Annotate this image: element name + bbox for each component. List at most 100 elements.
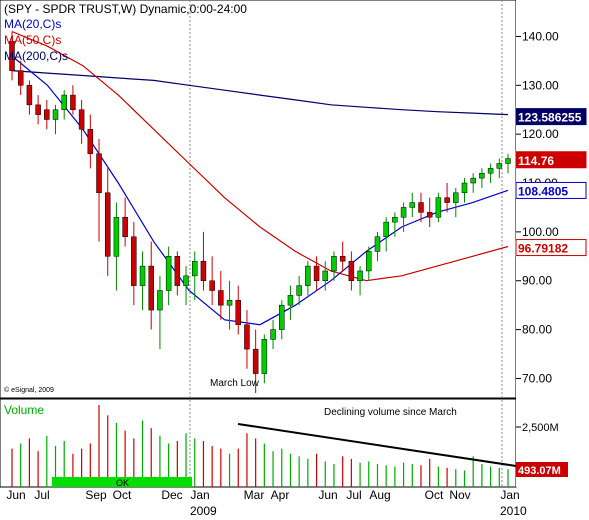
candle-body xyxy=(122,216,128,238)
candle-body xyxy=(348,260,355,281)
price-tick-label: 80.00 xyxy=(522,323,552,337)
candle-body xyxy=(70,94,76,110)
candle-body xyxy=(183,275,189,286)
candle-body xyxy=(374,236,381,252)
candle-body xyxy=(35,104,41,115)
price-value-tag-label: 114.76 xyxy=(518,154,554,168)
candle-body xyxy=(165,256,172,291)
candle-body xyxy=(279,304,285,330)
legend-ma50: MA(50,C)s xyxy=(4,33,61,47)
price-tick-label: 100.00 xyxy=(522,225,559,239)
volume-value-tag xyxy=(516,462,568,477)
copyright-text: © eSignal, 2009 xyxy=(4,386,54,394)
candle-body xyxy=(26,85,33,106)
price-value-tag xyxy=(515,239,587,257)
ma200-path xyxy=(11,70,509,116)
candle-body xyxy=(366,251,372,272)
x-axis-month-label: Sep xyxy=(85,488,107,502)
ok-bar xyxy=(52,477,192,487)
price-tick-label: 130.00 xyxy=(522,78,559,92)
volume-label: Volume xyxy=(4,403,44,417)
declining-volume-annotation: Declining volume since March xyxy=(324,407,457,418)
price-value-tag xyxy=(515,181,587,199)
candle-body xyxy=(218,290,224,306)
ma20-line xyxy=(11,55,509,326)
candle-body xyxy=(244,324,250,350)
ma50-line xyxy=(11,30,509,282)
candle-body xyxy=(322,270,329,281)
candle-body xyxy=(296,285,302,296)
price-value-tag-label: 108.4805 xyxy=(518,184,568,198)
candle-body xyxy=(392,216,398,223)
candle-body xyxy=(505,158,511,164)
candle-body xyxy=(339,256,346,262)
candle-body xyxy=(409,202,416,208)
candle-body xyxy=(174,256,181,286)
candle-body xyxy=(487,168,494,174)
candle-body xyxy=(270,329,276,340)
x-axis-year-2010: 2010 xyxy=(500,504,527,518)
x-axis-month-label: Jun xyxy=(6,488,25,502)
candle-body xyxy=(252,348,259,374)
candle-body xyxy=(331,256,337,272)
candle-body xyxy=(226,300,233,306)
price-value-tag-label: 123.586255 xyxy=(518,111,582,125)
price-tick-label: 120.00 xyxy=(522,127,559,141)
candle-body xyxy=(209,280,215,291)
candle-body xyxy=(200,260,207,281)
candle-body xyxy=(131,236,137,286)
price-tick-label: 140.00 xyxy=(522,29,559,43)
x-axis-month-label: Aug xyxy=(369,488,390,502)
march-low-annotation: March Low xyxy=(210,378,260,389)
candle-body xyxy=(61,94,67,110)
candle-body xyxy=(313,265,320,281)
chart-title: (SPY - SPDR TRUST,W) Dynamic,0:00-24:00 xyxy=(4,2,247,16)
price-value-tag xyxy=(515,108,587,126)
candle-body xyxy=(470,177,476,184)
candle-body xyxy=(44,109,50,120)
x-axis-month-label: Dec xyxy=(161,488,182,502)
candle-body xyxy=(305,265,311,286)
candle-body xyxy=(191,260,198,277)
candle-body xyxy=(287,295,294,306)
candle-body xyxy=(139,265,146,286)
candle-body xyxy=(426,212,433,218)
x-axis-month-label: Jan xyxy=(500,488,519,502)
ma20-path xyxy=(11,55,509,326)
legend-ma20: MA(20,C)s xyxy=(4,17,61,31)
x-axis-month-label: Oct xyxy=(425,488,444,502)
x-axis-month-label: Apr xyxy=(271,488,290,502)
candle-body xyxy=(479,172,485,179)
ma50-path xyxy=(11,30,509,282)
candle-body xyxy=(461,182,468,194)
candlesticks xyxy=(9,31,511,394)
price-tick-label: 90.00 xyxy=(522,274,552,288)
legend-ma200: MA(200,C)s xyxy=(4,49,68,63)
candle-body xyxy=(157,290,163,311)
x-axis-month-label: Jul xyxy=(346,488,361,502)
x-axis-month-label: Oct xyxy=(113,488,132,502)
candle-body xyxy=(148,265,154,311)
x-axis-months: Jun Jul Sep Oct Dec Jan Mar Apr Jun Jul Aug Oct Nov J… xyxy=(6,488,519,502)
x-axis-month-label: Jun xyxy=(318,488,337,502)
candle-body xyxy=(17,70,24,86)
candle-body xyxy=(9,41,15,71)
x-axis-month-label: Nov xyxy=(449,488,470,502)
candle-body xyxy=(383,221,389,238)
candle-body xyxy=(113,216,120,257)
candle-body xyxy=(400,207,407,218)
candle-body xyxy=(52,109,59,120)
candle-body xyxy=(96,153,102,194)
x-axis-month-label: Jul xyxy=(34,488,49,502)
candle-body xyxy=(435,197,442,218)
price-value-tag-label: 96.79182 xyxy=(518,242,568,256)
candle-body xyxy=(357,270,363,281)
volume-trendline xyxy=(237,423,517,467)
volume-tick-2500m: 2,500M xyxy=(522,422,559,434)
price-value-tags: 123.586255 114.76 108.4805 96.79182 xyxy=(515,108,587,257)
candle-body xyxy=(261,339,268,374)
price-tick-label: 70.00 xyxy=(522,371,552,385)
ma200-line xyxy=(11,70,509,116)
